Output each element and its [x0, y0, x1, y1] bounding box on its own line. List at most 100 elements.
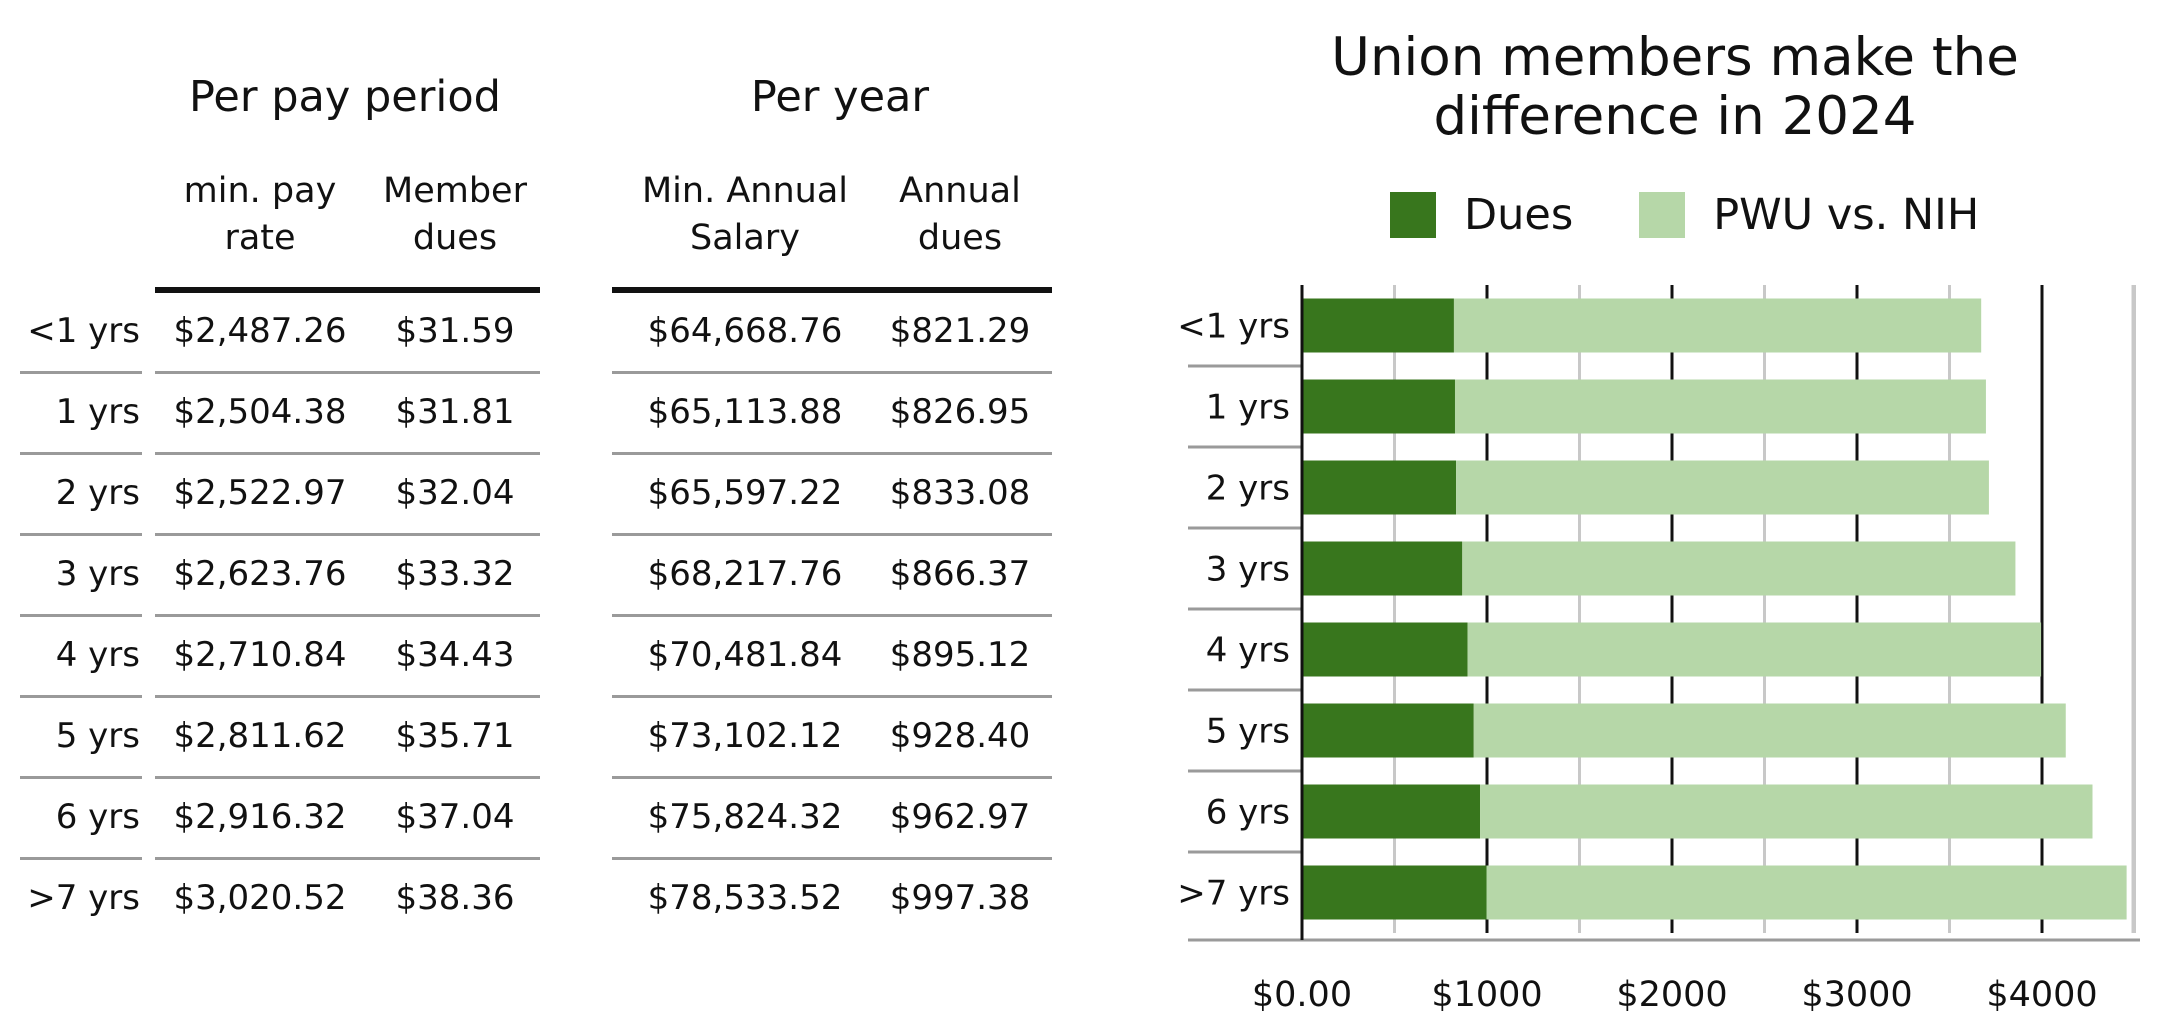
row-divider: [155, 857, 540, 860]
cell-annual-dues: $962.97: [889, 797, 1031, 837]
cell-pay: $2,811.62: [173, 716, 347, 756]
row-divider: [20, 857, 142, 860]
cell-dues: $31.59: [395, 311, 515, 351]
cell-dues: $32.04: [395, 473, 515, 513]
cell-salary: $65,597.22: [647, 473, 843, 513]
row-divider: [612, 371, 1052, 374]
row-divider: [612, 857, 1052, 860]
cell-annual-dues: $821.29: [889, 311, 1031, 351]
cell-dues: $31.81: [395, 392, 515, 432]
cell-pay: $2,504.38: [173, 392, 347, 432]
cell-dues: $35.71: [395, 716, 515, 756]
cell-salary: $75,824.32: [647, 797, 843, 837]
y-tick-label: 3 yrs: [1206, 550, 1290, 590]
x-tick-label: $0.00: [1252, 975, 1352, 1014]
legend-item-pwu-vs-nih: PWU vs. NIH: [1639, 190, 1979, 240]
dues-tables: Per pay period Per year min. pay rate Mem…: [0, 0, 1080, 1014]
row-divider: [155, 371, 540, 374]
cell-annual-dues: $928.40: [889, 716, 1031, 756]
y-tick-label: 6 yrs: [1206, 793, 1290, 833]
y-tick-label: 1 yrs: [1206, 388, 1290, 428]
chart-title: Union members make the difference in 2024: [1331, 27, 2019, 147]
y-tick-label: <1 yrs: [1177, 307, 1290, 347]
cell-dues: $33.32: [395, 554, 515, 594]
row-divider: [20, 776, 142, 779]
bar-dues: [1302, 784, 1481, 839]
bar-pwu-vs-nih: [1462, 541, 2016, 596]
bar-pwu-vs-nih: [1473, 703, 2066, 758]
legend-label-pwu-vs-nih: PWU vs. NIH: [1713, 190, 1980, 240]
cell-salary: $68,217.76: [647, 554, 843, 594]
row-divider: [612, 776, 1052, 779]
row-label: 2 yrs: [55, 473, 140, 513]
legend-label-dues: Dues: [1464, 190, 1574, 240]
cell-salary: $78,533.52: [647, 878, 843, 918]
row-label: <1 yrs: [27, 311, 140, 351]
row-divider: [20, 695, 142, 698]
row-divider: [20, 614, 142, 617]
row-divider: [20, 452, 142, 455]
col-head-member-dues: Member dues: [383, 171, 527, 258]
cell-annual-dues: $895.12: [889, 635, 1031, 675]
row-divider: [155, 533, 540, 536]
cell-annual-dues: $997.38: [889, 878, 1031, 918]
bar-pwu-vs-nih: [1480, 784, 2093, 839]
bar-pwu-vs-nih: [1454, 379, 1986, 434]
x-tick-label: $3000: [1801, 975, 1912, 1014]
row-divider: [612, 695, 1052, 698]
bar-dues: [1302, 541, 1463, 596]
cell-pay: $3,020.52: [173, 878, 347, 918]
bar-pwu-vs-nih: [1467, 622, 2042, 677]
col-head-min-annual-salary: Min. Annual Salary: [641, 171, 849, 258]
row-label: 5 yrs: [55, 716, 140, 756]
cell-salary: $73,102.12: [647, 716, 843, 756]
y-tick-label: 2 yrs: [1206, 469, 1290, 509]
bar-dues: [1302, 865, 1487, 920]
bar-dues: [1302, 703, 1474, 758]
bar-pwu-vs-nih: [1453, 298, 1982, 353]
chart-legend: Dues PWU vs. NIH: [1390, 190, 2045, 240]
x-tick-label: $4000: [1986, 975, 2097, 1014]
header-rule-left: [155, 287, 540, 293]
col-head-annual-dues: Annual dues: [899, 171, 1021, 258]
cell-annual-dues: $826.95: [889, 392, 1031, 432]
row-divider: [155, 452, 540, 455]
y-tick-label: >7 yrs: [1177, 874, 1290, 914]
row-divider: [155, 614, 540, 617]
row-divider: [20, 371, 142, 374]
row-divider: [20, 533, 142, 536]
bar-dues: [1302, 622, 1468, 677]
row-divider: [612, 614, 1052, 617]
legend-swatch-dues: [1390, 192, 1436, 238]
cell-pay: $2,623.76: [173, 554, 347, 594]
col-head-min-pay-rate: min. pay rate: [183, 171, 337, 258]
bar-pwu-vs-nih: [1486, 865, 2127, 920]
x-tick-label: $2000: [1616, 975, 1727, 1014]
cell-dues: $34.43: [395, 635, 515, 675]
row-label: 1 yrs: [55, 392, 140, 432]
row-divider: [612, 452, 1052, 455]
cell-dues: $37.04: [395, 797, 515, 837]
bar-dues: [1302, 379, 1455, 434]
cell-annual-dues: $833.08: [889, 473, 1031, 513]
cell-salary: $70,481.84: [647, 635, 843, 675]
cell-pay: $2,710.84: [173, 635, 347, 675]
cell-pay: $2,487.26: [173, 311, 347, 351]
y-tick-label: 4 yrs: [1206, 631, 1290, 671]
y-tick-label: 5 yrs: [1206, 712, 1290, 752]
per-year-title: Per year: [750, 72, 930, 122]
bar-pwu-vs-nih: [1456, 460, 1989, 515]
bar-dues: [1302, 460, 1457, 515]
row-label: 3 yrs: [55, 554, 140, 594]
x-tick-label: $1000: [1431, 975, 1542, 1014]
header-rule-right: [612, 287, 1052, 293]
row-divider: [155, 695, 540, 698]
cell-annual-dues: $866.37: [889, 554, 1031, 594]
row-label: 6 yrs: [55, 797, 140, 837]
cell-pay: $2,916.32: [173, 797, 347, 837]
cell-dues: $38.36: [395, 878, 515, 918]
row-divider: [612, 533, 1052, 536]
bar-dues: [1302, 298, 1454, 353]
legend-swatch-pwu-vs-nih: [1639, 192, 1686, 238]
per-pay-period-title: Per pay period: [189, 72, 501, 122]
